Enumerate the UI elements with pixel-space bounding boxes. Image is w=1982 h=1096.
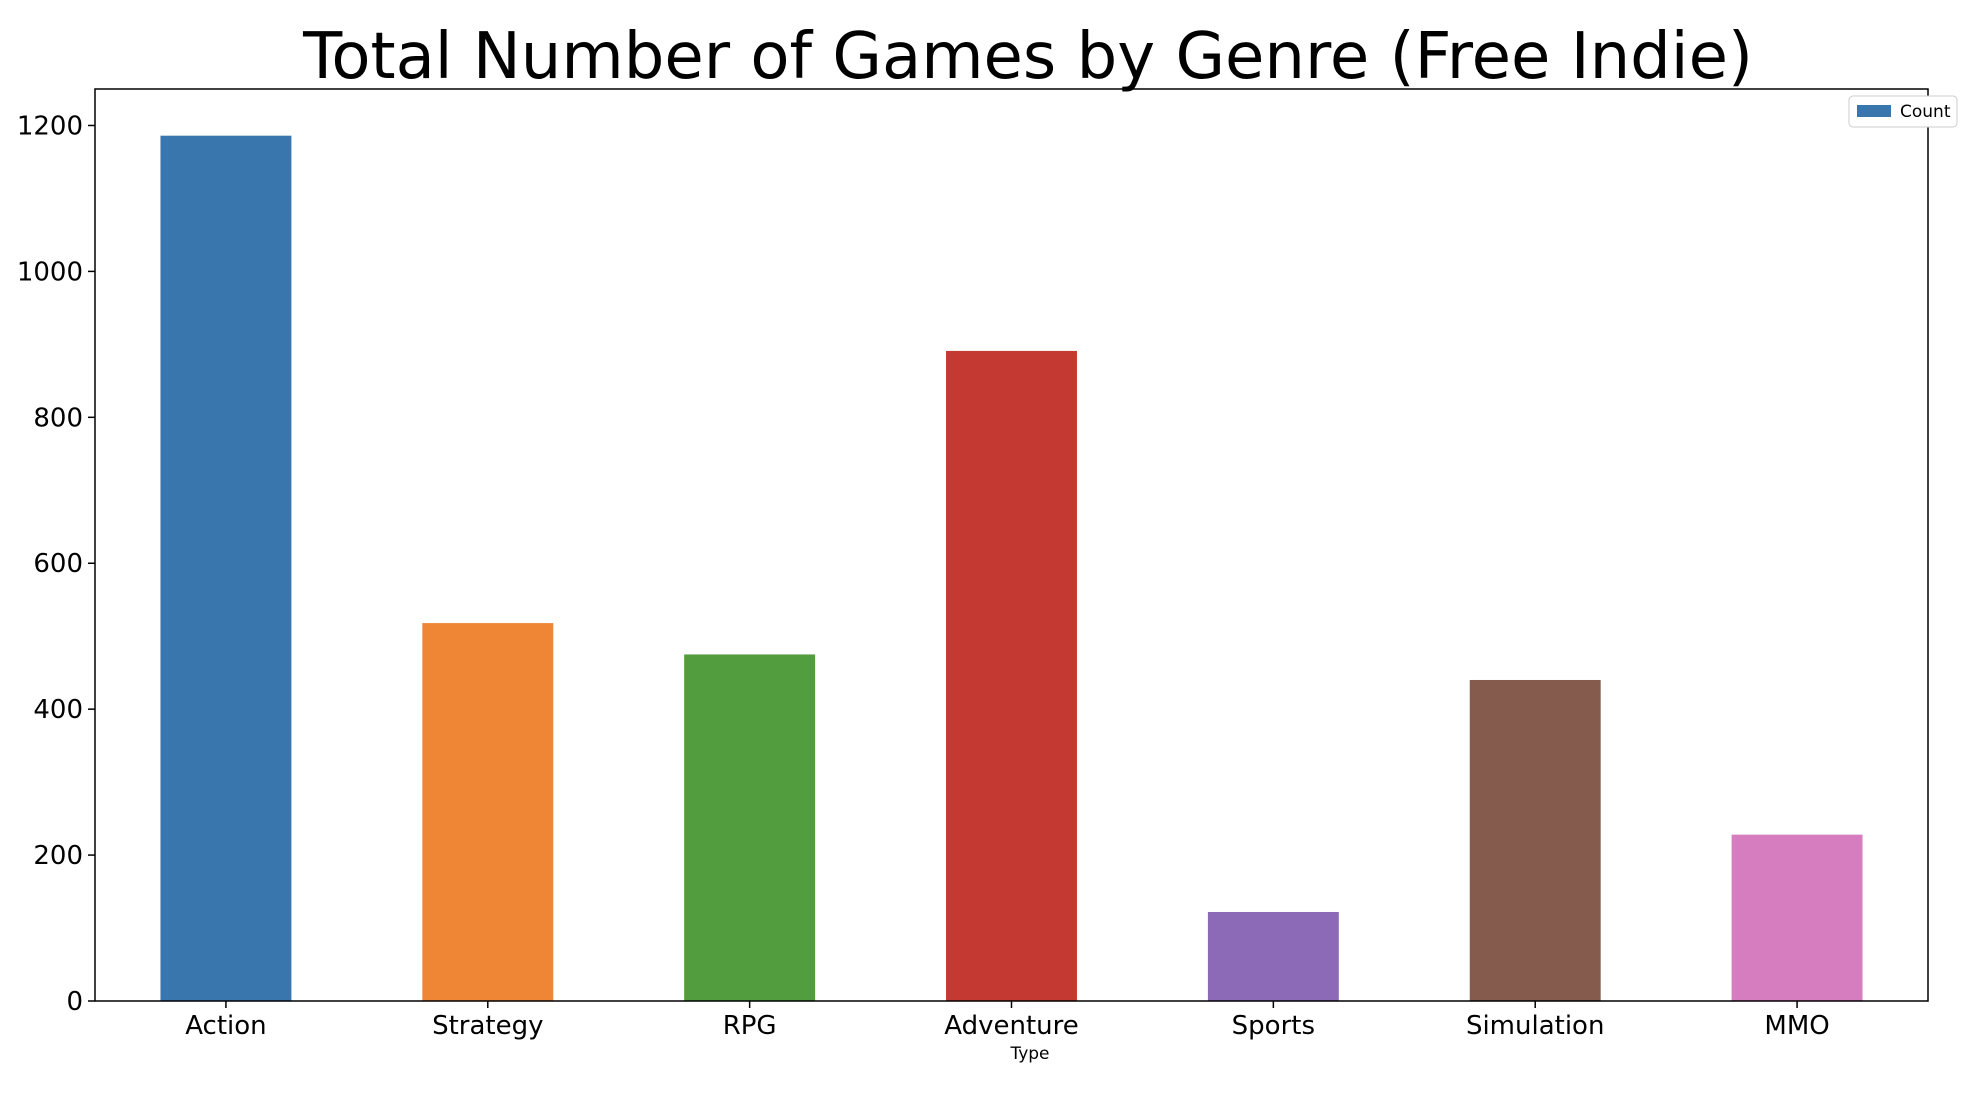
x-tick-label: Action [185, 1011, 266, 1041]
x-tick-label: MMO [1764, 1011, 1829, 1041]
x-tick-label: Simulation [1466, 1011, 1605, 1041]
y-tick-label: 200 [33, 841, 83, 871]
x-axis-label: Type [1009, 1044, 1049, 1064]
bar-sports [1207, 911, 1339, 1001]
x-axis-ticks: Action Strategy RPG Adventure Sports Simulati… [185, 1001, 1830, 1041]
bars-group [160, 135, 1863, 1001]
x-tick-label: Adventure [944, 1011, 1078, 1041]
legend-box [1848, 95, 1958, 128]
y-tick-label: 800 [33, 403, 83, 433]
legend-label: Count [1900, 102, 1951, 122]
legend: Count [1848, 95, 1958, 128]
bar-adventure [946, 350, 1077, 1001]
bar-strategy [422, 623, 554, 1001]
y-tick-label: 1000 [17, 257, 83, 287]
y-tick-label: 1200 [17, 111, 83, 141]
y-axis-ticks: 0 200 400 600 800 1000 1200 [17, 111, 95, 1017]
bar-mmo [1731, 834, 1863, 1001]
x-tick-label: Sports [1232, 1011, 1315, 1041]
x-tick-label: Strategy [432, 1011, 543, 1041]
bar-rpg [684, 654, 816, 1001]
legend-swatch [1857, 105, 1891, 117]
bar-simulation [1469, 679, 1601, 1001]
y-tick-label: 0 [66, 987, 83, 1017]
bar-action [160, 135, 292, 1001]
y-tick-label: 600 [33, 549, 83, 579]
chart-title: Total Number of Games by Genre (Free Ind… [302, 20, 1753, 94]
x-tick-label: RPG [723, 1011, 777, 1041]
y-tick-label: 400 [33, 695, 83, 725]
